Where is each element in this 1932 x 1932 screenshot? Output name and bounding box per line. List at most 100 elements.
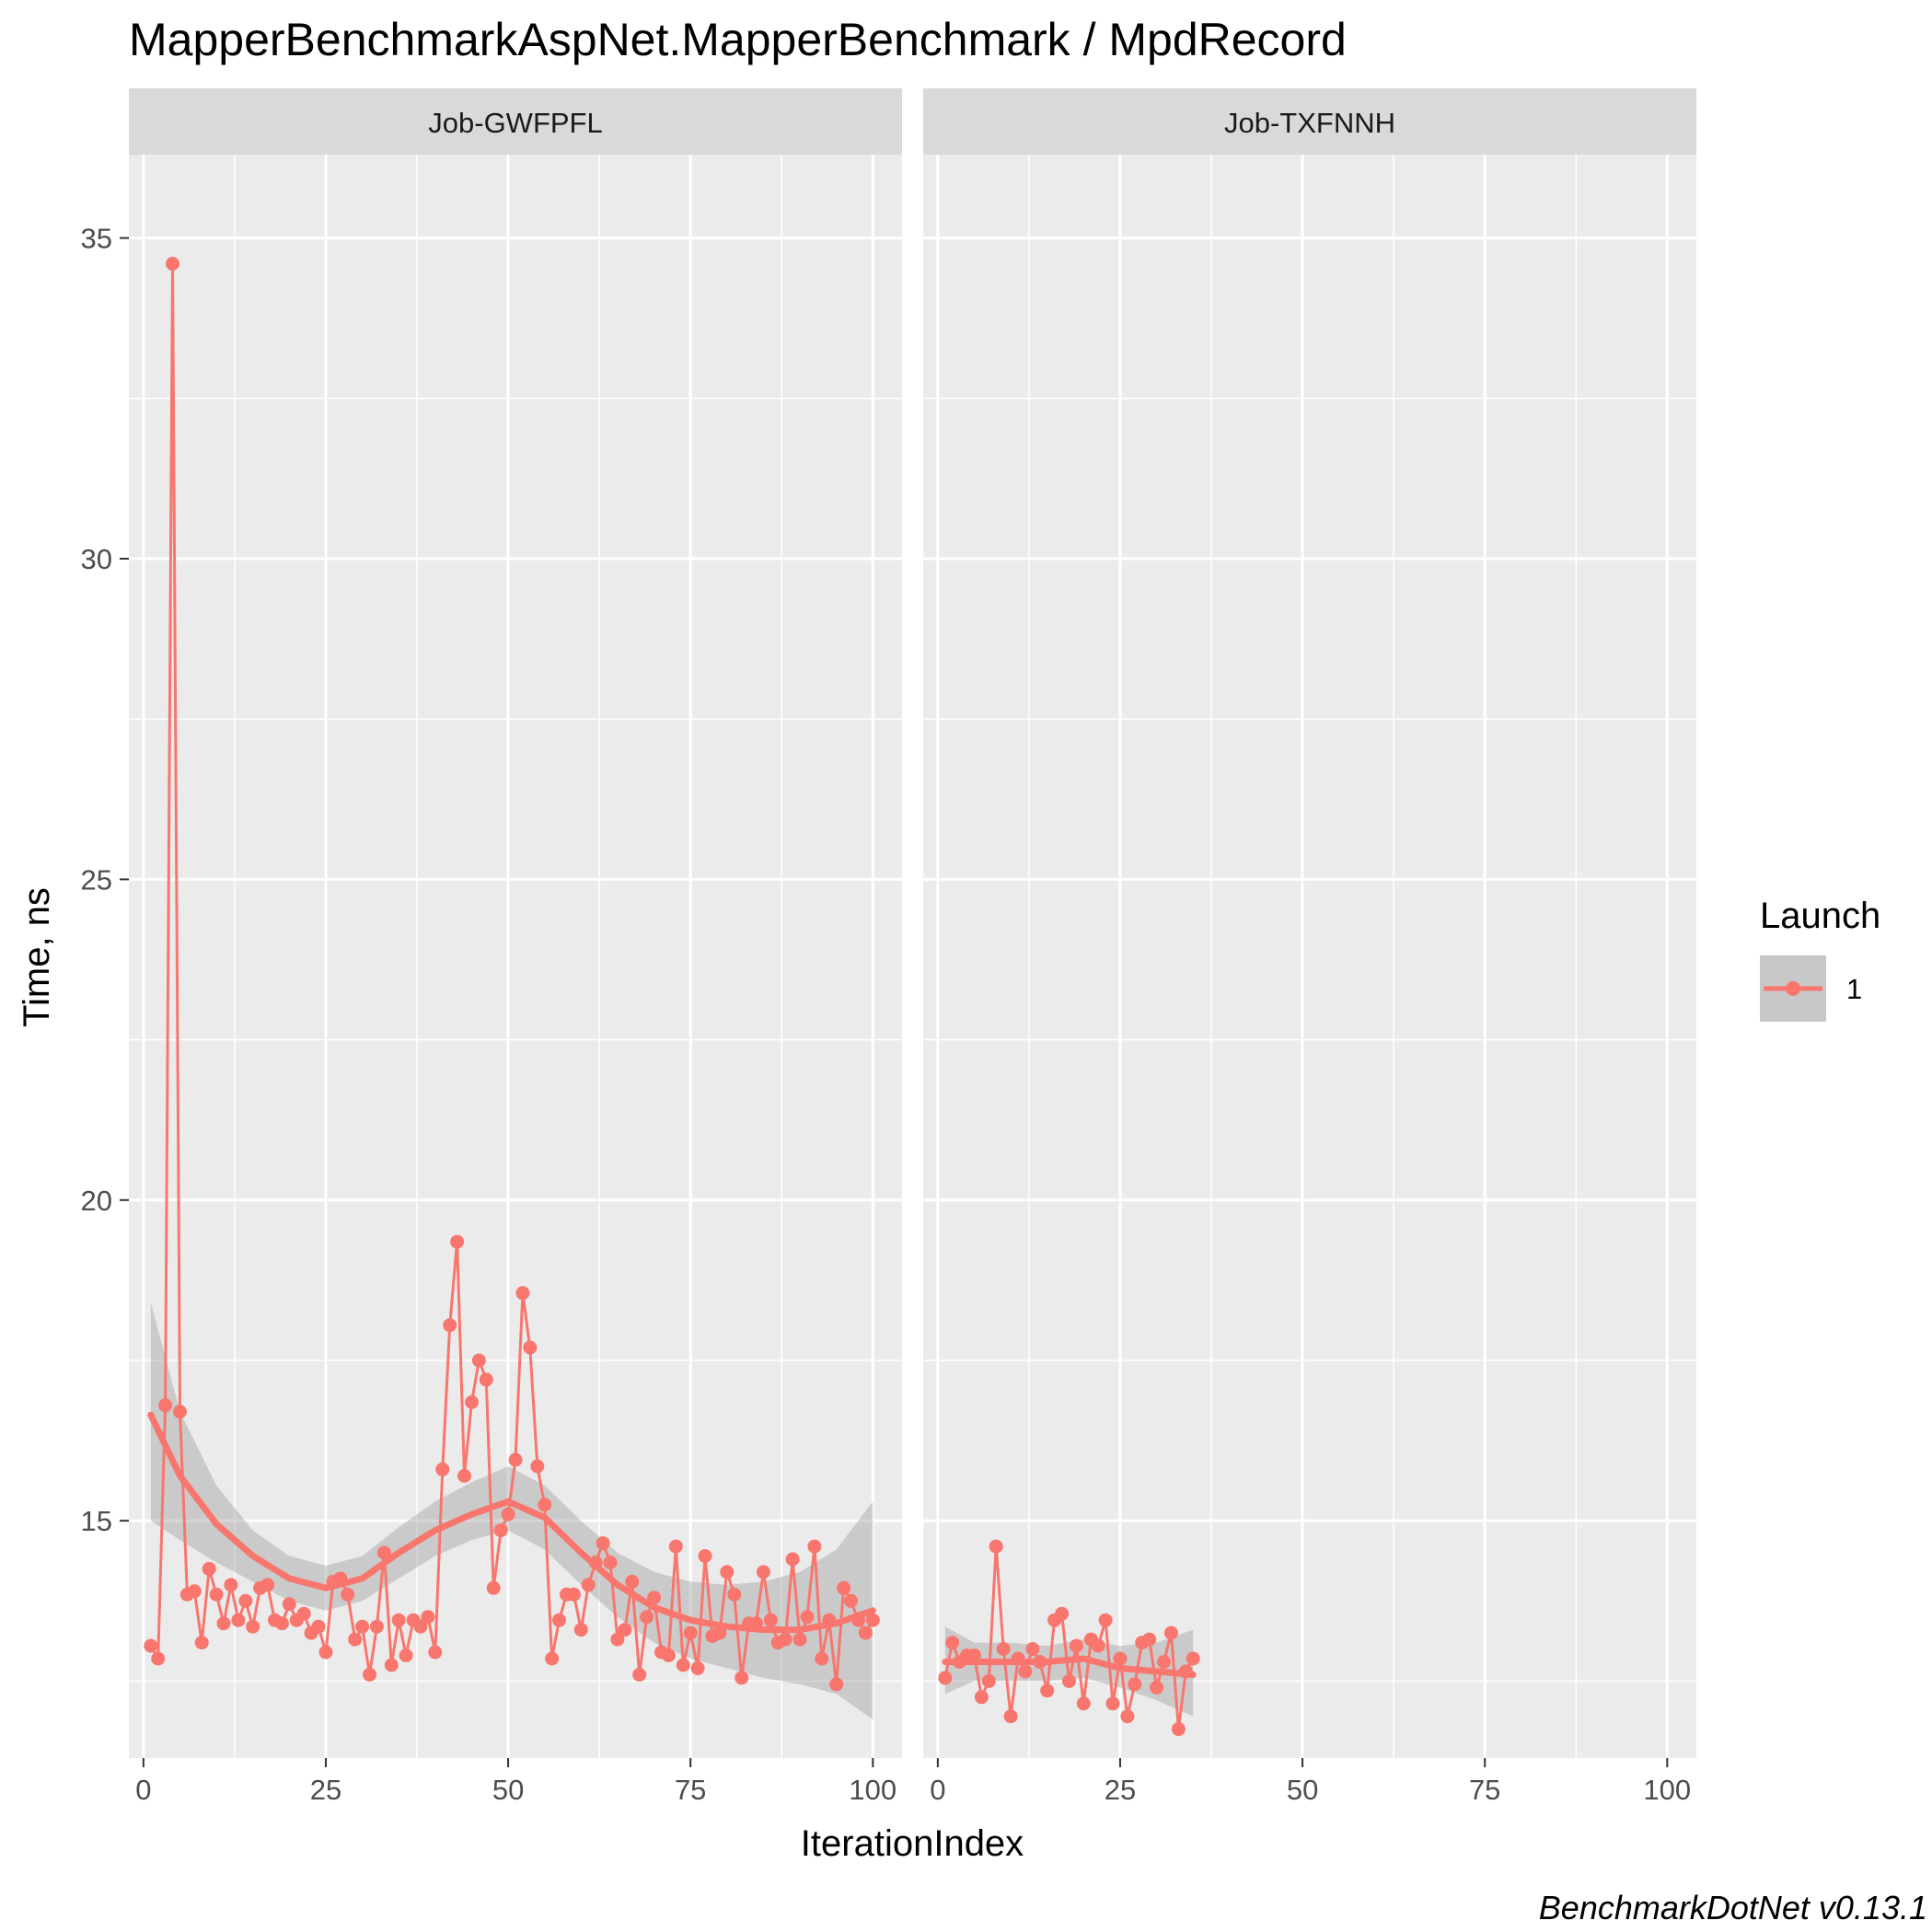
data-point — [1003, 1709, 1018, 1724]
data-point — [720, 1565, 735, 1579]
data-point — [158, 1398, 173, 1413]
data-point — [1018, 1664, 1033, 1679]
data-point — [618, 1623, 632, 1637]
data-point — [596, 1536, 610, 1551]
data-point — [194, 1636, 209, 1650]
x-tick-label: 100 — [1643, 1774, 1691, 1806]
data-point — [399, 1649, 413, 1662]
y-axis-title: Time, ns — [17, 887, 57, 1027]
data-point — [282, 1597, 296, 1612]
data-point — [1171, 1722, 1186, 1737]
data-point — [1150, 1680, 1164, 1695]
data-point — [202, 1561, 216, 1576]
data-point — [1040, 1683, 1055, 1698]
data-point — [318, 1645, 333, 1660]
data-point — [837, 1580, 851, 1595]
data-point — [450, 1234, 465, 1249]
y-tick-label: 25 — [81, 863, 112, 896]
data-point — [785, 1552, 800, 1567]
data-point — [778, 1632, 792, 1647]
data-point — [727, 1587, 742, 1602]
data-point — [610, 1632, 625, 1647]
data-point — [231, 1613, 246, 1627]
facet-strip-label: Job-GWFPFL — [428, 107, 602, 139]
data-point — [938, 1671, 953, 1685]
data-point — [1105, 1696, 1120, 1711]
y-tick-label: 20 — [81, 1185, 112, 1217]
data-point — [166, 257, 179, 271]
data-point — [457, 1468, 471, 1483]
x-tick-label: 0 — [930, 1774, 945, 1806]
data-point — [683, 1625, 698, 1640]
y-tick-label: 35 — [81, 223, 112, 255]
data-point — [1025, 1642, 1040, 1656]
data-point — [698, 1549, 712, 1563]
data-point — [187, 1584, 202, 1599]
data-point — [756, 1565, 770, 1579]
data-point — [945, 1636, 960, 1650]
data-point — [829, 1677, 844, 1692]
data-point — [465, 1394, 479, 1409]
data-point — [363, 1667, 376, 1682]
data-point — [865, 1613, 880, 1627]
facet-strip — [129, 88, 902, 155]
data-point — [735, 1671, 749, 1685]
data-point — [369, 1619, 384, 1634]
data-point — [209, 1587, 224, 1602]
data-point — [581, 1578, 596, 1592]
data-point — [515, 1286, 530, 1301]
data-point — [348, 1632, 363, 1647]
data-point — [311, 1619, 326, 1634]
legend-title: Launch — [1760, 896, 1880, 936]
data-point — [625, 1574, 640, 1589]
data-point — [1163, 1625, 1178, 1640]
data-point — [274, 1616, 289, 1631]
x-tick-label: 50 — [1287, 1774, 1318, 1806]
data-point — [216, 1616, 231, 1631]
data-point — [144, 1638, 158, 1653]
data-point — [421, 1610, 435, 1625]
x-axis-title: IterationIndex — [801, 1823, 1024, 1864]
data-point — [844, 1593, 858, 1608]
x-tick-label: 100 — [849, 1774, 897, 1806]
data-point — [1186, 1651, 1200, 1666]
x-tick-label: 0 — [135, 1774, 151, 1806]
data-point — [435, 1462, 450, 1476]
data-point — [384, 1658, 399, 1672]
data-point — [690, 1660, 705, 1675]
data-point — [763, 1613, 778, 1627]
data-point — [173, 1405, 187, 1419]
data-point — [296, 1606, 311, 1621]
data-point — [341, 1587, 355, 1602]
data-point — [647, 1591, 662, 1605]
x-tick-label: 75 — [675, 1774, 706, 1806]
chart-title: MapperBenchmarkAspNet.MapperBenchmark / … — [129, 14, 1347, 65]
data-point — [1091, 1638, 1105, 1653]
data-point — [1076, 1696, 1091, 1711]
data-point — [501, 1507, 515, 1521]
data-point — [1069, 1638, 1083, 1653]
panel-background — [129, 155, 902, 1758]
data-point — [1055, 1606, 1070, 1621]
data-point — [712, 1625, 727, 1640]
data-point — [1157, 1655, 1171, 1669]
smooth-trend-line — [147, 1411, 876, 1634]
facet-panel-job-gwfpfl: Job-GWFPFL — [129, 88, 902, 1758]
facet-panel-job-txfnnh: Job-TXFNNH — [923, 88, 1696, 1758]
y-axis-ticks: 15 20 25 30 35 — [81, 223, 129, 1537]
data-point — [552, 1613, 566, 1627]
data-point — [530, 1459, 545, 1474]
y-tick-label: 30 — [81, 543, 112, 575]
data-point — [508, 1452, 523, 1467]
data-point — [1142, 1632, 1157, 1647]
data-point — [566, 1587, 581, 1602]
data-point — [479, 1372, 493, 1387]
data-point — [1113, 1651, 1128, 1666]
legend: Launch 1 — [1760, 896, 1880, 1022]
y-tick-label: 15 — [81, 1505, 112, 1537]
data-point — [413, 1619, 428, 1634]
data-point — [428, 1645, 443, 1660]
legend-key-point — [1786, 981, 1800, 996]
data-point — [1098, 1613, 1113, 1627]
